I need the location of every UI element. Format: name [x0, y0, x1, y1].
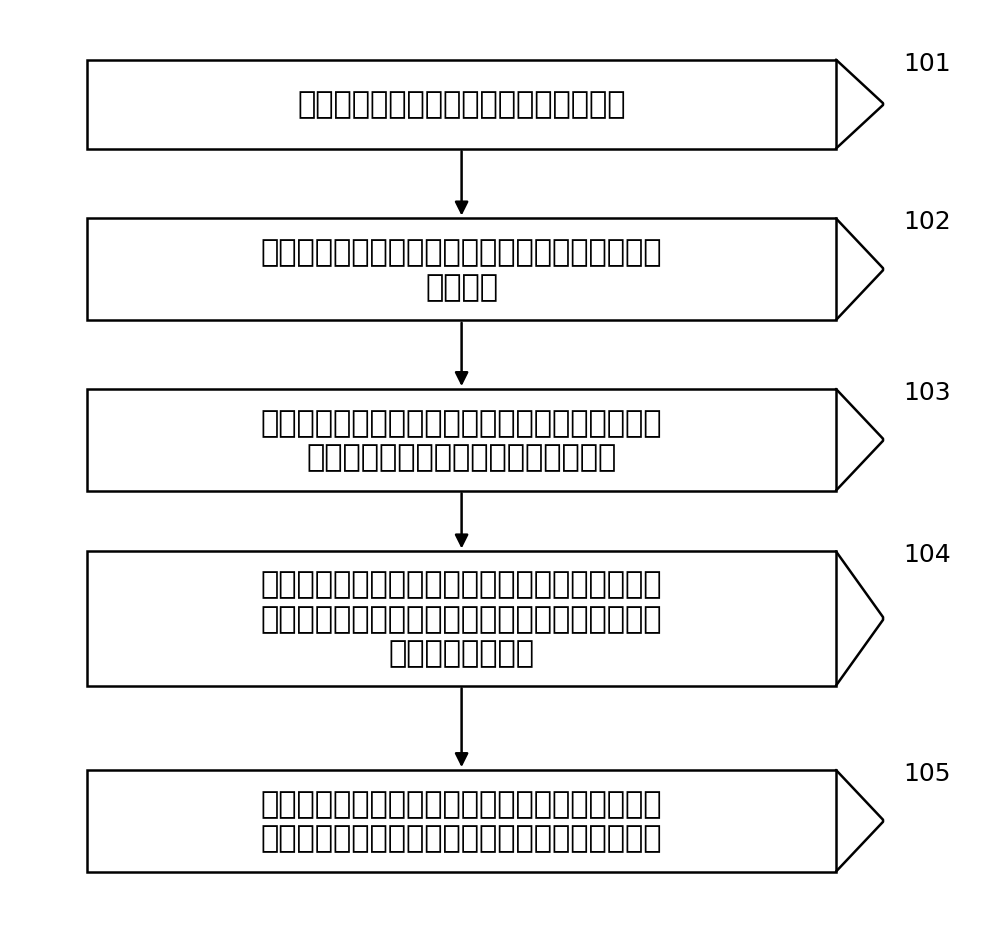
Bar	[87, 770, 836, 871]
Text: 101: 101	[903, 52, 951, 76]
Text: 息集合，生成用于同步的目的更新语句: 息集合，生成用于同步的目的更新语句	[306, 443, 617, 472]
Text: 104: 104	[903, 543, 951, 566]
Text: 列生成绑定数据行: 列生成绑定数据行	[389, 639, 535, 667]
Text: 按照条件列信息集合中条件列的值和更新列信息集: 按照条件列信息集合中条件列的值和更新列信息集	[261, 570, 662, 598]
Bar	[87, 219, 836, 321]
Text: 获取源端数据库中需要同步的源更新操作: 获取源端数据库中需要同步的源更新操作	[297, 91, 626, 120]
Bar	[87, 551, 836, 686]
Text: 将目的更新语句作为目的更新操作提交至目的端数: 将目的更新语句作为目的更新操作提交至目的端数	[261, 789, 662, 818]
Bar	[87, 60, 836, 149]
Text: 信息集合: 信息集合	[425, 273, 498, 302]
Text: 根据所有源更新操作的条件列信息集合和更新列信: 根据所有源更新操作的条件列信息集合和更新列信	[261, 409, 662, 438]
Text: 102: 102	[903, 211, 951, 234]
Text: 获取每个源更新操作中的条件列信息集合和更新列: 获取每个源更新操作中的条件列信息集合和更新列	[261, 238, 662, 267]
Text: 合中更新列的值，为目的更新语句的条件列和更新: 合中更新列的值，为目的更新语句的条件列和更新	[261, 604, 662, 633]
Text: 105: 105	[903, 761, 951, 785]
Text: 据库，使用绑定数据行中的值批量更新目的数据库: 据库，使用绑定数据行中的值批量更新目的数据库	[261, 823, 662, 852]
Text: 103: 103	[903, 380, 951, 404]
Bar	[87, 390, 836, 491]
